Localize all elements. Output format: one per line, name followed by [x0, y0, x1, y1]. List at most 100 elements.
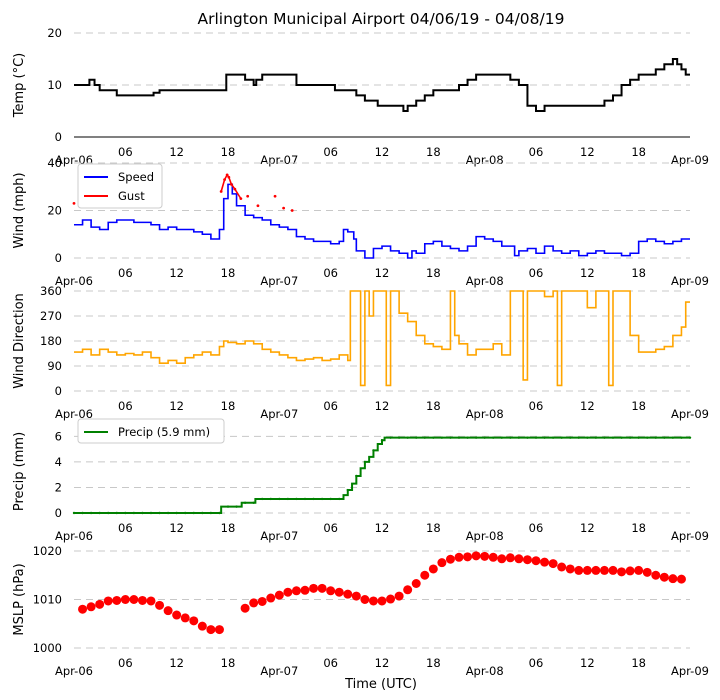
legend-label: Speed [118, 170, 154, 184]
precip-marker [218, 511, 221, 515]
x-tick-label: 18 [631, 266, 646, 280]
mslp-marker [266, 593, 276, 603]
precip-marker [526, 436, 529, 439]
x-tick-label: 18 [631, 399, 646, 413]
x-tick-label: Apr-09 [671, 664, 709, 678]
x-tick-label: 12 [580, 399, 595, 413]
x-tick-label: Apr-07 [260, 529, 298, 543]
y-tick-label-temp: 10 [47, 78, 62, 92]
x-tick-label: Apr-06 [55, 407, 93, 421]
x-tick-label: 18 [221, 266, 236, 280]
mslp-marker [103, 596, 113, 606]
mslp-marker [368, 596, 378, 606]
precip-marker [278, 497, 281, 501]
y-axis-label-dir: Wind Direction [12, 293, 27, 389]
y-tick-label-precip: 6 [55, 429, 62, 443]
mslp-marker [326, 586, 336, 596]
x-tick-label: 18 [426, 521, 441, 535]
x-tick-label: 12 [375, 521, 390, 535]
mslp-marker [676, 574, 686, 584]
precip-marker [500, 436, 503, 439]
precip-marker [312, 497, 315, 501]
precip-marker [637, 436, 640, 439]
precip-marker [517, 436, 521, 439]
panel-precip: 0 2 4 6 Apr-06 06 12 18 Apr-07 06 12 18 Apr-08 06 12 18… [12, 418, 709, 543]
precip-marker [423, 436, 426, 439]
x-tick-label: 06 [323, 266, 338, 280]
mslp-marker [557, 562, 567, 572]
x-tick-label: 12 [580, 521, 595, 535]
x-tick-label: 06 [529, 266, 544, 280]
x-tick-label: Apr-08 [466, 153, 504, 167]
gust-point [273, 194, 277, 198]
x-tick-label: 12 [375, 656, 390, 670]
precip-marker [286, 497, 290, 501]
y-tick-label-mslp: 1010 [33, 593, 62, 607]
mslp-marker [334, 587, 344, 597]
precip-marker [209, 511, 213, 515]
precip-marker [654, 436, 657, 439]
mslp-marker [642, 567, 652, 577]
precip-marker [432, 436, 435, 439]
precip-marker [226, 505, 230, 508]
precip-marker [483, 436, 486, 439]
x-tick-label: 06 [323, 145, 338, 159]
x-tick-label: Apr-08 [466, 664, 504, 678]
y-tick-label-precip: 2 [55, 480, 62, 494]
x-tick-label: 12 [375, 145, 390, 159]
x-tick-label: Apr-06 [55, 274, 93, 288]
y-axis-label-mslp: MSLP (hPa) [12, 563, 27, 635]
x-tick-label: Apr-08 [466, 274, 504, 288]
x-tick-label: Apr-09 [671, 529, 709, 543]
y-tick-label-temp: 0 [55, 130, 62, 144]
precip-marker [594, 436, 598, 439]
x-tick-label: 12 [375, 399, 390, 413]
x-tick-label: 06 [529, 656, 544, 670]
mslp-marker [112, 595, 122, 605]
precip-marker [235, 505, 238, 508]
mslp-marker [95, 599, 105, 609]
mslp-marker [454, 552, 464, 562]
x-tick-label: 06 [118, 266, 133, 280]
precip-marker [72, 511, 76, 515]
precip-marker [543, 436, 546, 439]
x-tick-label: 06 [118, 399, 133, 413]
precip-marker [397, 436, 401, 439]
mslp-marker [257, 596, 267, 606]
precip-marker [192, 511, 195, 515]
precip-marker [295, 497, 298, 501]
precip-marker [474, 436, 478, 439]
y-tick-label-mslp: 1020 [33, 544, 62, 558]
x-tick-label: Apr-06 [55, 664, 93, 678]
precip-marker [389, 436, 392, 439]
precip-marker [534, 436, 538, 439]
mslp-marker [497, 554, 507, 564]
x-tick-label: Apr-09 [671, 153, 709, 167]
x-tick-label: 18 [221, 399, 236, 413]
precip-marker [577, 436, 580, 439]
y-axis-label-wind: Wind (mph) [12, 172, 27, 248]
y-tick-label-dir: 270 [40, 309, 62, 323]
precip-marker [363, 460, 367, 464]
series-line-precip [74, 436, 690, 514]
x-tick-label: 12 [169, 266, 184, 280]
panel-mslp: 1000 1010 1020 Apr-06 06 12 18 Apr-07 06 12 18 Apr-… [12, 544, 709, 678]
mslp-marker [317, 583, 327, 593]
precip-marker [611, 436, 615, 439]
series-line-wind-speed [74, 183, 690, 259]
precip-marker [346, 488, 349, 492]
precip-marker [107, 511, 110, 515]
legend-label: Gust [118, 189, 145, 203]
mslp-marker [659, 572, 669, 582]
x-tick-label: Apr-06 [55, 529, 93, 543]
mslp-marker [591, 565, 601, 575]
mslp-marker [471, 551, 481, 561]
precip-marker [338, 497, 341, 501]
gust-line [220, 173, 242, 200]
precip-marker [457, 436, 461, 439]
mslp-marker [283, 587, 293, 597]
precip-marker [663, 436, 666, 439]
x-tick-label: 18 [426, 266, 441, 280]
y-tick-label-dir: 90 [47, 359, 62, 373]
